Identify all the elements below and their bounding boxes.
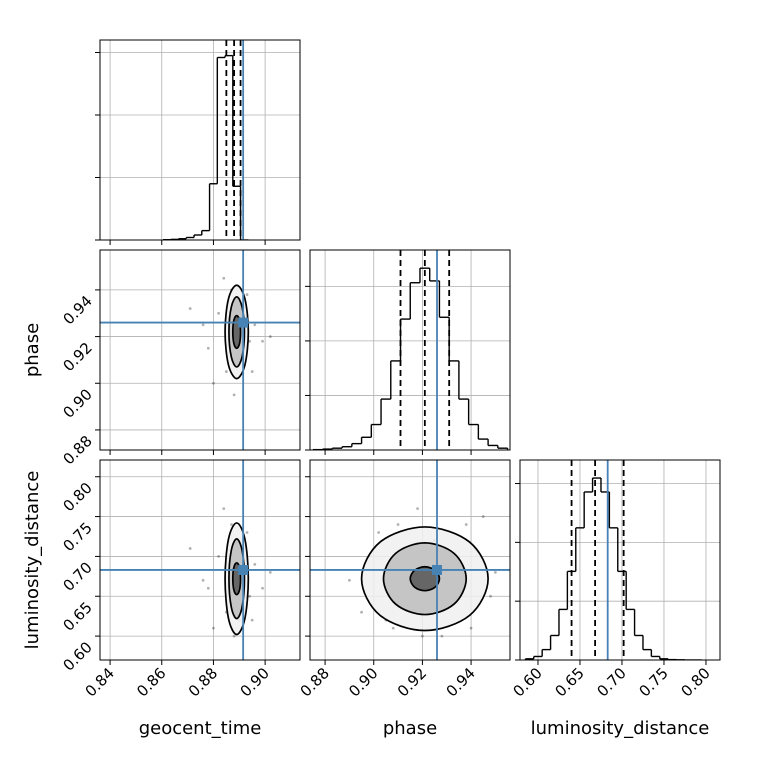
y-tick-label: 0.90 [59, 385, 95, 421]
sample-point [250, 618, 254, 622]
sample-point [206, 586, 210, 590]
sample-point [469, 626, 473, 630]
sample-point [245, 531, 249, 534]
sample-point [464, 523, 468, 526]
x-tick-label: 0.94 [443, 664, 479, 700]
sample-point [268, 335, 272, 338]
histogram-step [162, 55, 242, 240]
panel-frame [309, 249, 511, 451]
x-axis-label: geocent_time [139, 718, 262, 739]
x-tick-label: 0.86 [133, 664, 169, 700]
truth-marker [432, 564, 443, 575]
y-tick-label: 0.65 [59, 598, 95, 634]
panel [95, 39, 301, 245]
x-tick-label: 0.60 [509, 664, 545, 700]
sample-point [222, 507, 226, 511]
sample-point [230, 523, 233, 526]
x-axis-label: phase [383, 718, 437, 739]
panel: 0.88 0.90 0.92 0.94 phase [297, 459, 511, 739]
sample-point [377, 531, 381, 534]
x-tick-label: 0.80 [677, 664, 713, 700]
sample-point [224, 370, 228, 373]
sample-point [206, 346, 210, 350]
sample-point [421, 634, 424, 638]
y-tick-label: 0.88 [59, 432, 95, 468]
y-axis-label: luminosity_distance [22, 471, 43, 650]
plot-area [100, 40, 300, 240]
sample-point [440, 634, 444, 638]
sample-point [360, 610, 363, 614]
panel-frame [99, 39, 301, 241]
x-tick-label: 0.92 [394, 664, 430, 700]
truth-marker [238, 317, 249, 328]
x-axis-label: luminosity_distance [531, 718, 710, 739]
sample-point [217, 555, 221, 558]
sample-point [391, 626, 395, 630]
sample-point [253, 323, 257, 327]
sample-point [212, 626, 215, 630]
y-tick-label: 0.60 [59, 638, 95, 674]
y-axis-label: phase [22, 323, 43, 377]
panel-frame [309, 459, 511, 661]
truth-marker [238, 564, 249, 575]
sample-point [201, 323, 205, 327]
plot-area [100, 460, 300, 660]
panel-frame [99, 249, 301, 451]
y-tick-label: 0.92 [59, 339, 95, 375]
sample-point [212, 381, 215, 385]
sample-point [268, 570, 272, 574]
x-tick-label: 0.70 [593, 664, 629, 700]
panel: 0.60 0.65 0.70 0.75 0.80 luminosity_distance [509, 459, 721, 739]
x-tick-label: 0.90 [345, 664, 381, 700]
plot-area [310, 250, 510, 450]
sample-point [481, 515, 485, 518]
sample-point [250, 370, 254, 373]
sample-point [261, 339, 264, 343]
y-tick-label: 0.75 [59, 519, 95, 555]
histogram-step [312, 268, 509, 450]
sample-point [188, 307, 192, 310]
sample-point [232, 393, 236, 397]
sample-point [253, 562, 257, 566]
y-tick-label: 0.94 [59, 292, 95, 328]
panel: 0.88 0.90 0.92 0.94 phase [22, 249, 301, 468]
panel-frame [519, 459, 721, 661]
plot-area [310, 460, 510, 660]
sample-point [201, 578, 205, 582]
sample-point [222, 276, 226, 280]
panel-frame [99, 459, 301, 661]
sample-point [416, 507, 419, 511]
panel [305, 249, 511, 455]
sample-point [188, 547, 192, 550]
y-tick-label: 0.70 [59, 559, 95, 595]
y-tick-label: 0.80 [59, 479, 95, 515]
sample-point [232, 634, 236, 638]
sample-point [248, 594, 252, 598]
panel: 0.84 0.86 0.88 0.90 0.60 0.650.70 0.75 0.80 geoc… [22, 459, 301, 739]
sample-point [245, 293, 249, 296]
plot-area [100, 250, 300, 450]
x-tick-label: 0.84 [82, 664, 118, 700]
plot-area [520, 460, 720, 660]
sample-point [489, 594, 492, 598]
x-tick-label: 0.88 [185, 664, 221, 700]
histogram-step [524, 478, 686, 660]
x-tick-label: 0.90 [237, 664, 273, 700]
sample-point [494, 570, 497, 574]
x-tick-label: 0.65 [551, 664, 587, 700]
x-tick-label: 0.88 [297, 664, 333, 700]
x-tick-label: 0.75 [635, 664, 671, 700]
sample-point [261, 586, 264, 590]
sample-point [217, 311, 221, 315]
sample-point [396, 523, 400, 526]
sample-point [348, 578, 351, 582]
